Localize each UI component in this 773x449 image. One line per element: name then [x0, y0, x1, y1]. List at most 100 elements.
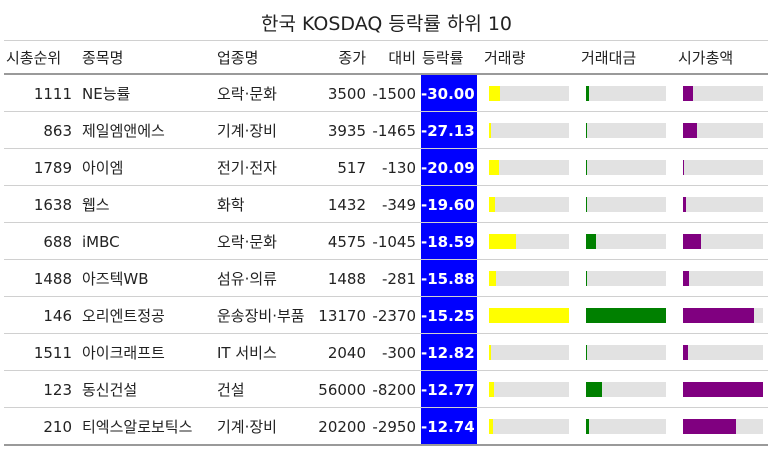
name-cell: iMBC — [82, 232, 120, 251]
market-cap-bar — [683, 271, 689, 286]
rank-cell: 1488 — [33, 269, 72, 288]
market-cap-bar — [683, 308, 754, 323]
volume-bar — [489, 234, 516, 249]
header-market-cap: 시가총액 — [678, 49, 734, 67]
trade-value-bar-track — [586, 197, 666, 212]
change-cell: -2950 — [372, 417, 416, 436]
sector-cell: 기계·장비 — [217, 417, 277, 436]
sector-cell: 화학 — [217, 195, 245, 214]
volume-bar-track — [489, 160, 569, 175]
market-cap-bar — [683, 234, 701, 249]
rank-cell: 123 — [43, 380, 72, 399]
rank-cell: 210 — [43, 417, 72, 436]
header-rank: 시총순위 — [6, 49, 62, 67]
close-cell: 56000 — [318, 380, 366, 399]
rank-cell: 146 — [43, 306, 72, 325]
rate-cell: -20.09 — [421, 158, 475, 177]
rank-cell: 1789 — [33, 158, 72, 177]
sector-cell: 기계·장비 — [217, 121, 277, 140]
name-cell: 티엑스알로보틱스 — [82, 417, 193, 436]
market-cap-bar-track — [683, 345, 763, 360]
volume-bar-track — [489, 271, 569, 286]
change-cell: -1500 — [372, 84, 416, 103]
rate-highlight — [421, 75, 477, 112]
sector-cell: IT 서비스 — [217, 343, 277, 362]
header-change: 대비 — [388, 49, 416, 67]
rate-cell: -15.25 — [421, 306, 475, 325]
chart-title: 한국 KOSDAQ 등락률 하위 10 — [260, 13, 513, 35]
close-cell: 1488 — [327, 269, 366, 288]
rate-highlight — [421, 334, 477, 371]
rank-cell: 1638 — [33, 195, 72, 214]
change-cell: -300 — [381, 343, 416, 362]
header-trade-value: 거래대금 — [581, 49, 637, 67]
header-sector: 업종명 — [217, 49, 259, 67]
close-cell: 517 — [337, 158, 366, 177]
volume-bar — [489, 382, 494, 397]
trade-value-bar-track — [586, 345, 666, 360]
row-divider — [4, 333, 768, 334]
market-cap-bar-track — [683, 234, 763, 249]
rank-cell: 688 — [43, 232, 72, 251]
trade-value-bar — [586, 345, 587, 360]
close-cell: 13170 — [318, 306, 366, 325]
header-bottom-rule — [4, 73, 768, 75]
row-divider — [4, 185, 768, 186]
volume-bar — [489, 197, 495, 212]
change-cell: -8200 — [372, 380, 416, 399]
market-cap-bar-track — [683, 197, 763, 212]
trade-value-bar — [586, 382, 602, 397]
volume-bar — [489, 419, 493, 434]
volume-bar-track — [489, 197, 569, 212]
trade-value-bar — [586, 271, 587, 286]
row-divider — [4, 148, 768, 149]
sector-cell: 운송장비·부품 — [217, 306, 305, 325]
rate-highlight — [421, 223, 477, 260]
rate-cell: -30.00 — [421, 84, 475, 103]
market-cap-bar — [683, 382, 763, 397]
rate-cell: -12.74 — [421, 417, 475, 436]
trade-value-bar-track — [586, 382, 666, 397]
rate-cell: -12.82 — [421, 343, 475, 362]
market-cap-bar-track — [683, 123, 763, 138]
header-rate: 등락률 — [422, 49, 464, 67]
trade-value-bar-track — [586, 86, 666, 101]
trade-value-bar-track — [586, 308, 666, 323]
market-cap-bar-track — [683, 308, 763, 323]
sector-cell: 오락·문화 — [217, 84, 277, 103]
volume-bar — [489, 345, 491, 360]
trade-value-bar-track — [586, 123, 666, 138]
trade-value-bar-track — [586, 271, 666, 286]
volume-bar-track — [489, 382, 569, 397]
volume-bar — [489, 160, 499, 175]
sector-cell: 오락·문화 — [217, 232, 277, 251]
rate-cell: -12.77 — [421, 380, 475, 399]
rate-highlight — [421, 186, 477, 223]
change-cell: -130 — [381, 158, 416, 177]
close-cell: 20200 — [318, 417, 366, 436]
trade-value-bar — [586, 86, 589, 101]
market-cap-bar-track — [683, 86, 763, 101]
trade-value-bar — [586, 234, 596, 249]
row-divider — [4, 222, 768, 223]
rank-cell: 1511 — [33, 343, 72, 362]
close-cell: 3500 — [327, 84, 366, 103]
volume-bar — [489, 123, 491, 138]
sector-cell: 건설 — [217, 380, 245, 399]
rate-highlight — [421, 260, 477, 297]
market-cap-bar-track — [683, 419, 763, 434]
close-cell: 3935 — [327, 121, 366, 140]
rate-cell: -27.13 — [421, 121, 475, 140]
volume-bar-track — [489, 419, 569, 434]
trade-value-bar-track — [586, 160, 666, 175]
market-cap-bar-track — [683, 160, 763, 175]
header-volume: 거래량 — [484, 49, 526, 67]
market-cap-bar — [683, 419, 736, 434]
trade-value-bar — [586, 123, 587, 138]
sector-cell: 섬유·의류 — [217, 269, 277, 288]
name-cell: 제일엠앤에스 — [82, 121, 165, 140]
change-cell: -349 — [381, 195, 416, 214]
trade-value-bar-track — [586, 234, 666, 249]
row-divider — [4, 111, 768, 112]
rate-highlight — [421, 297, 477, 334]
